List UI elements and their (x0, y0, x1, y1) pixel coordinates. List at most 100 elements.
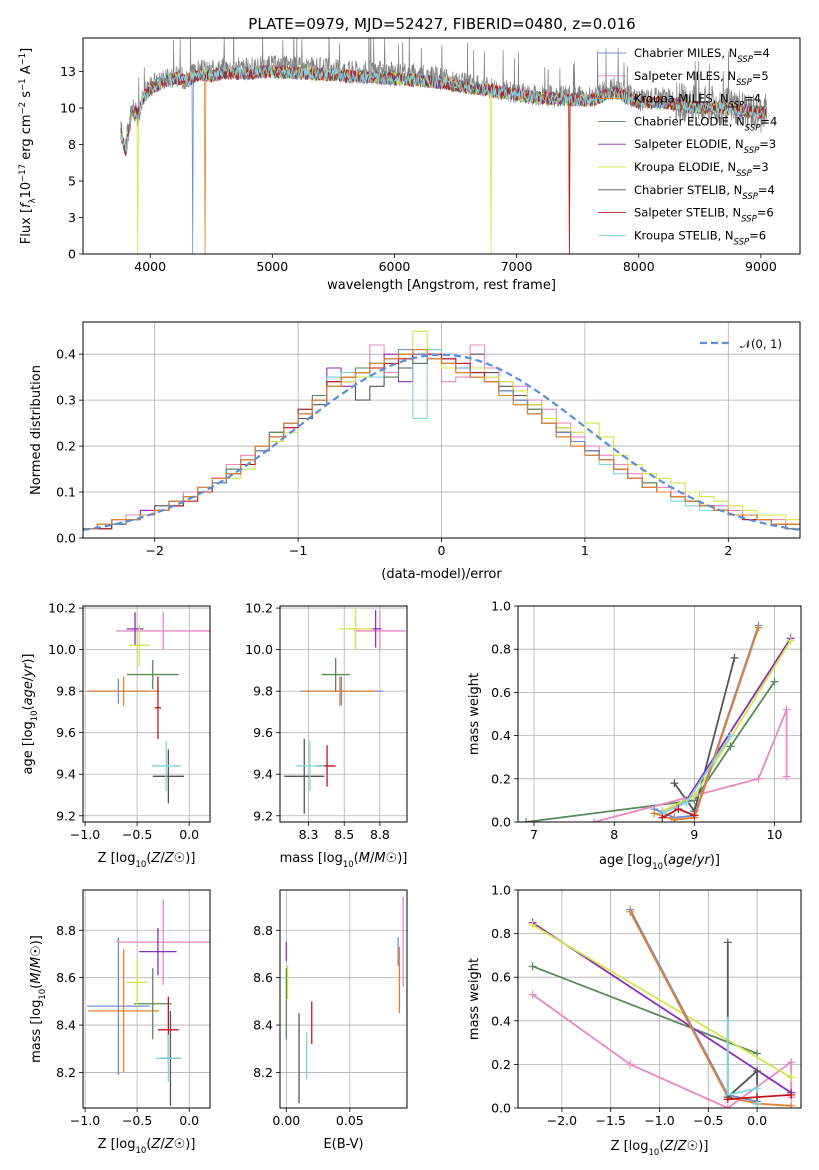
mass-weight-marker (723, 1095, 732, 1104)
spectrum-ytick-label: 5 (68, 174, 76, 189)
age_vs_massweight-xlabel: age [log10(age/yr)] (599, 853, 720, 872)
legend-entry: Salpeter ELODIE, NSSP=3 (634, 137, 776, 156)
age_vs_massweight-frame (517, 605, 802, 823)
legend-entry: Chabrier MILES, NSSP=4 (634, 46, 770, 65)
ebv_vs_mass-plot-area (285, 897, 404, 1104)
spectrum-ytick-label: 10 (60, 101, 76, 116)
mass-weight-line (654, 627, 760, 821)
mass-weight-marker (770, 677, 779, 686)
Z_vs_massweight-xtick-label: 0.0 (747, 1113, 767, 1128)
mass_vs_age-ytick-label: 9.4 (253, 767, 273, 782)
mass-weight-line (532, 965, 758, 1055)
residual_histogram-plot-area (83, 330, 800, 531)
age_vs_massweight-xtick-label: 10 (767, 827, 783, 842)
mass-weight-line (653, 625, 760, 819)
mass_vs_age-xtick-label: 8.8 (370, 827, 390, 842)
spectrum-ylabel: Flux [fλ10−17 erg cm−2 s−1 A−1] (18, 48, 38, 244)
mass_vs_age-plot-area (284, 608, 406, 814)
mass-weight-marker (674, 805, 683, 814)
Z_vs_massweight-xtick-label: −1.5 (596, 1113, 626, 1128)
age_vs_massweight-plot-area (522, 621, 795, 822)
residual_histogram-xtick-label: 0 (438, 543, 446, 558)
mass-weight-marker (590, 818, 599, 822)
mass-weight-marker (754, 774, 763, 783)
spectrum-frame (82, 37, 801, 255)
ebv_vs_mass-panel: 0.00 0.05 8.2 8.4 8.6 8.8 E(B-V) (253, 889, 408, 1152)
ebv_vs_mass-frame (279, 889, 408, 1109)
residual_histogram-frame (82, 321, 801, 539)
mass-weight-marker (726, 742, 735, 751)
Z_vs_mass-xtick-label: 0.0 (179, 1113, 199, 1128)
spectrum-panel: 4000 5000 6000 7000 8000 9000 0 3 5 8 10 13 waveleng… (18, 37, 801, 293)
Z_vs_mass-ytick-label: 8.8 (56, 923, 76, 938)
spectrum-xtick-label: 4000 (134, 259, 166, 274)
residual_histogram-ytick-label: 0.0 (56, 531, 76, 546)
ebv_vs_mass-xtick-label: 0.00 (272, 1113, 300, 1128)
mass-weight-marker (658, 813, 667, 822)
mass-weight-marker (723, 1016, 732, 1025)
Z_vs_age-ytick-label: 10.2 (48, 601, 76, 616)
Z_vs_mass-ytick-label: 8.2 (56, 1065, 76, 1080)
spectrum-model-line (120, 64, 767, 156)
normal-curve-line (83, 353, 800, 531)
Z_vs_age-panel: −1.0 −0.5 0.0 9.2 9.4 9.6 9.8 10.0 10.2 Z [log10(… (21, 601, 211, 870)
mass_vs_age-ytick-label: 9.6 (253, 725, 273, 740)
Z_vs_mass-xtick-label: −1.0 (70, 1113, 100, 1128)
mass_vs_age-xtick-label: 8.5 (334, 827, 354, 842)
mass-weight-marker (754, 623, 763, 632)
Z_vs_mass-panel: −1.0 −0.5 0.0 8.2 8.4 8.6 8.8 Z [log10(Z/Z☉)] ma… (29, 889, 211, 1156)
mass-weight-marker (753, 1066, 762, 1075)
Z_vs_massweight-panel: −2.0 −1.5 −1.0 −0.5 0.0 0.0 0.2 0.4 0.6 0.8 1.0 Z [… (467, 883, 802, 1158)
residual_histogram-xtick-label: 1 (581, 543, 589, 558)
spectrum-ytick-label: 3 (68, 210, 76, 225)
Z_vs_mass-ylabel: mass [log10(M/M☉)] (29, 935, 48, 1063)
mass_vs_age-xtick-label: 8.3 (299, 827, 319, 842)
mass-weight-marker (522, 818, 531, 822)
mass_vs_age-ytick-label: 10.0 (245, 642, 273, 657)
Z_vs_mass-plot-area (87, 899, 210, 1106)
ebv_vs_mass-ytick-label: 8.4 (253, 1018, 273, 1033)
mass-weight-marker (782, 772, 791, 781)
Z_vs_massweight-ytick-label: 0.6 (491, 970, 511, 985)
age_vs_massweight-xtick-label: 7 (530, 827, 538, 842)
legend-entry: Salpeter MILES, NSSP=5 (634, 69, 769, 88)
Z_vs_massweight-ylabel: mass weight (467, 958, 482, 1040)
age_vs_massweight-panel: 7 8 9 10 0.0 0.2 0.4 0.6 0.8 1.0 age [log10(age/yr… (467, 599, 802, 872)
mass-weight-marker (650, 809, 659, 818)
mass-weight-line (532, 924, 792, 1079)
mass-weight-marker (626, 1060, 635, 1069)
residual_histogram-xlabel: (data-model)/error (381, 567, 502, 582)
Z_vs_age-ytick-label: 9.2 (56, 808, 76, 823)
mass_vs_age-ytick-label: 9.2 (253, 808, 273, 823)
residual_histogram-ytick-label: 0.1 (56, 485, 76, 500)
Z_vs_age-ytick-label: 9.8 (56, 684, 76, 699)
spectrum-xtick-label: 9000 (745, 259, 777, 274)
mass-weight-marker (726, 731, 735, 740)
mass-weight-marker (528, 990, 537, 999)
Z_vs_massweight-xlabel: Z [log10(Z/Z☉)] (611, 1139, 709, 1158)
residual_histogram-ylabel: Normed distribution (29, 365, 44, 495)
legend-entry: Salpeter STELIB, NSSP=6 (634, 206, 774, 225)
spectrum-ytick-label: 13 (60, 64, 76, 79)
mass-weight-marker (730, 653, 739, 662)
spectrum-model-line (120, 65, 767, 153)
mass-weight-marker (787, 1090, 796, 1099)
Z_vs_age-xtick-label: −0.5 (122, 827, 152, 842)
legend-entry: 𝒩(0, 1) (740, 337, 782, 351)
age_vs_massweight-ylabel: mass weight (467, 673, 482, 755)
mass-weight-marker (787, 1058, 796, 1067)
mass-weight-marker (626, 907, 635, 916)
ebv_vs_mass-ytick-label: 8.8 (253, 923, 273, 938)
mass_vs_age-ytick-label: 9.8 (253, 684, 273, 699)
Z_vs_mass-ytick-label: 8.4 (56, 1018, 76, 1033)
Z_vs_massweight-xtick-label: −0.5 (693, 1113, 723, 1128)
mass-weight-marker (670, 779, 679, 788)
residual_histogram-ytick-label: 0.4 (56, 347, 76, 362)
legend-entry: Kroupa STELIB, NSSP=6 (634, 228, 766, 247)
mass-weight-marker (753, 1093, 762, 1102)
Z_vs_mass-xlabel: Z [log10(Z/Z☉)] (98, 1137, 196, 1156)
mass-weight-marker (753, 1084, 762, 1093)
residual_histogram-ytick-label: 0.2 (56, 439, 76, 454)
residual_histogram-xtick-label: 2 (724, 543, 732, 558)
